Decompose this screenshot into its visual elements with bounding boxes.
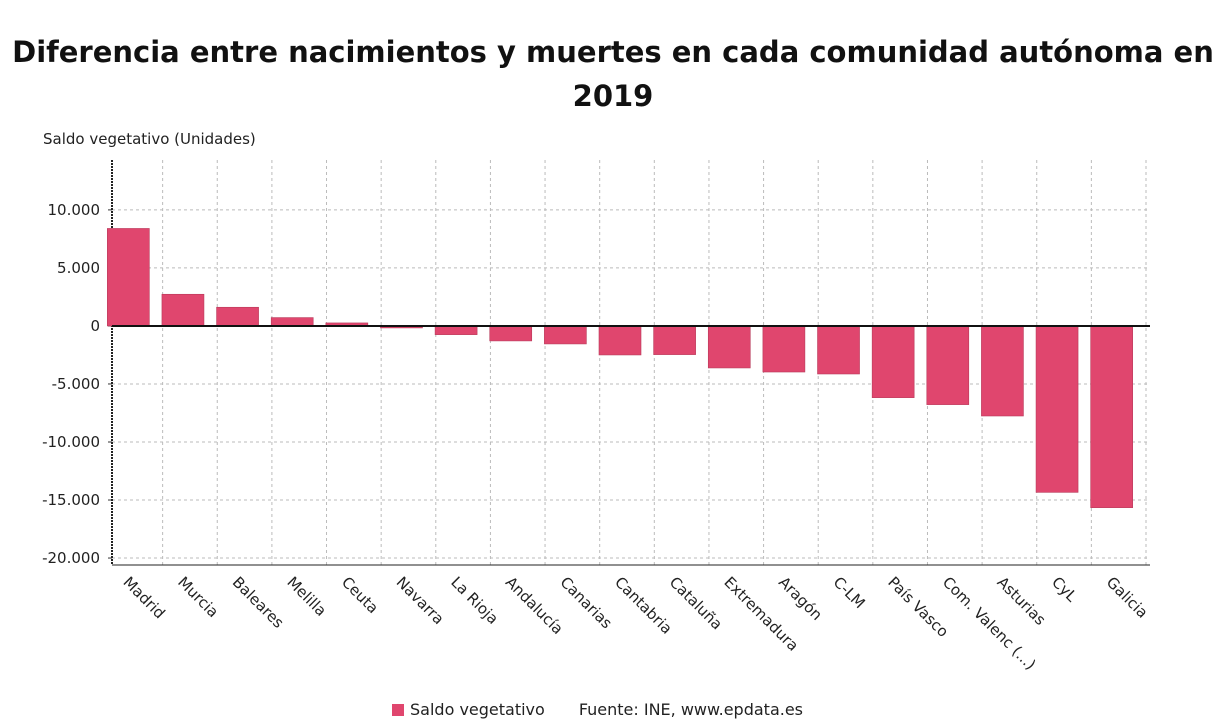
bar xyxy=(107,228,150,327)
x-tick-label: Galicia xyxy=(1103,573,1152,622)
bar xyxy=(1035,325,1079,493)
bar xyxy=(598,325,642,356)
x-tick-label: Navarra xyxy=(393,573,448,628)
bar xyxy=(270,317,314,327)
x-tick-label: Aragón xyxy=(775,573,826,624)
y-tick-label: -20.000 xyxy=(42,549,100,567)
y-tick-label: -10.000 xyxy=(42,433,100,451)
x-tick-label: Andalucía xyxy=(502,573,567,638)
bar xyxy=(926,325,970,405)
bar xyxy=(489,325,533,342)
x-tick-label: Baleares xyxy=(229,573,288,632)
x-tick-label: Asturias xyxy=(994,573,1050,629)
bar xyxy=(762,325,806,373)
y-axis-label: Saldo vegetativo (Unidades) xyxy=(43,130,256,148)
y-tick-label: 10.000 xyxy=(48,201,101,219)
legend-label: Saldo vegetativo xyxy=(410,700,545,719)
bar xyxy=(653,325,696,355)
bar xyxy=(161,293,205,327)
bar xyxy=(707,325,751,369)
x-tick-label: Melilla xyxy=(283,573,330,620)
source-note: Fuente: INE, www.epdata.es xyxy=(578,700,804,719)
x-tick-label: C-LM xyxy=(830,573,869,612)
x-tick-label: Ceuta xyxy=(338,573,382,617)
bar xyxy=(216,306,259,327)
chart-title: Diferencia entre nacimientos y muertes e… xyxy=(12,35,1214,113)
bar xyxy=(544,325,587,345)
legend-swatch xyxy=(392,703,404,716)
y-tick-label: 0 xyxy=(90,317,100,335)
bar xyxy=(1090,325,1133,508)
y-tick-label: 5.000 xyxy=(57,259,100,277)
x-tick-label: Com. Valenc (...) xyxy=(939,573,1039,673)
bar xyxy=(434,325,478,335)
y-tick-label: -15.000 xyxy=(42,491,100,509)
x-tick-label: La Rioja xyxy=(447,573,502,628)
bar xyxy=(817,325,860,375)
x-tick-label: Madrid xyxy=(119,573,168,622)
x-tick-label: Cantabria xyxy=(611,573,676,638)
legend: Saldo vegetativo Fuente: INE, www.epdata… xyxy=(392,700,803,719)
bar xyxy=(981,325,1024,417)
x-tick-label: Murcia xyxy=(174,573,222,621)
x-tick-label: CyL xyxy=(1048,573,1081,606)
y-tick-label: -5.000 xyxy=(52,375,100,393)
bar xyxy=(871,325,915,398)
